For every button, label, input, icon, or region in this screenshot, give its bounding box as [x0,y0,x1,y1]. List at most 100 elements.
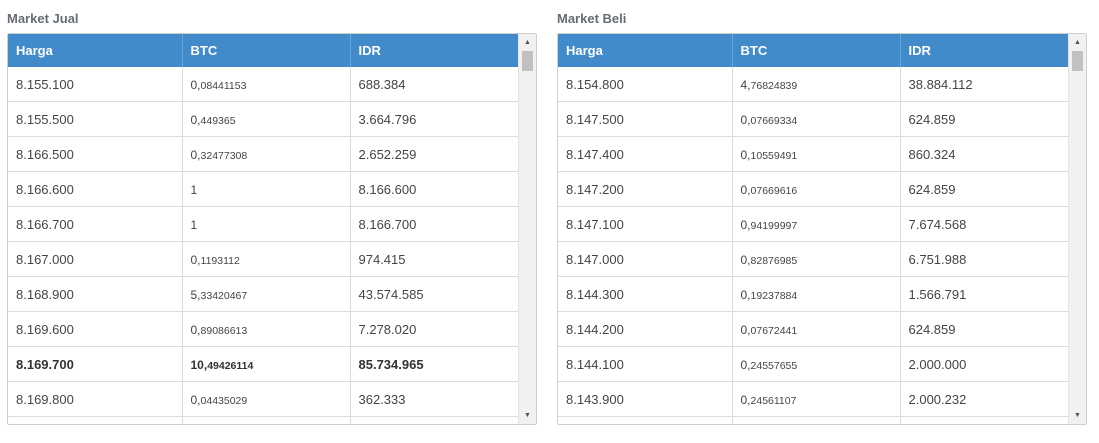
price-cell: 8.155.500 [8,101,183,137]
buy-market-table-container[interactable]: Harga BTC IDR 8.154.800 4,76824839 38.884.… [557,33,1087,425]
table-row[interactable]: 8.144.100 0,24557655 2.000.000 [558,346,1069,382]
buy-market-table: Harga BTC IDR 8.154.800 4,76824839 38.884.… [558,34,1069,424]
btc-amount-integer: 0, [740,392,751,407]
price-cell: 8.147.000 [558,241,733,277]
table-row[interactable]: 8.144.300 0,19237884 1.566.791 [558,276,1069,312]
column-header-price[interactable]: Harga [558,34,733,67]
buy-market-scrollbar[interactable]: ▲ ▼ [1068,34,1086,424]
scroll-up-arrow-icon[interactable]: ▲ [1074,39,1081,46]
price-cell: 8.143.900 [558,381,733,417]
table-header-row: Harga BTC IDR [558,34,1069,67]
price-cell: 8.144.200 [558,311,733,347]
table-row[interactable]: 8.166.600 1 8.166.600 [8,171,519,207]
table-row[interactable] [8,416,519,424]
idr-cell: 38.884.112 [900,67,1069,102]
table-row[interactable]: 8.155.100 0,08441153 688.384 [8,67,519,102]
table-row[interactable]: 8.147.500 0,07669334 624.859 [558,101,1069,137]
btc-amount-integer: 1 [190,217,198,232]
idr-cell: 8.166.600 [350,171,519,207]
btc-cell: 1 [182,171,351,207]
table-row[interactable]: 8.154.800 4,76824839 38.884.112 [558,67,1069,102]
table-row[interactable]: 8.169.600 0,89086613 7.278.020 [8,311,519,347]
idr-cell: 688.384 [350,67,519,102]
price-cell: 8.166.500 [8,136,183,172]
price-cell: 8.155.100 [8,67,183,102]
idr-cell: 85.734.965 [350,346,519,382]
btc-cell: 5,33420467 [182,276,351,312]
price-cell: 8.169.700 [8,346,183,382]
idr-cell [350,416,519,424]
table-row[interactable]: 8.147.200 0,07669616 624.859 [558,171,1069,207]
scroll-down-arrow-icon[interactable]: ▼ [1074,412,1081,419]
btc-amount-integer: 0, [740,357,751,372]
btc-amount-integer: 1 [190,182,198,197]
table-row[interactable]: 8.167.000 0,1193112 974.415 [8,241,519,277]
scroll-thumb[interactable] [1072,51,1083,71]
table-header-row: Harga BTC IDR [8,34,519,67]
column-header-idr[interactable]: IDR [350,34,519,67]
btc-cell: 0,10559491 [732,136,901,172]
btc-amount-integer: 0, [740,147,751,162]
btc-amount-integer: 0, [740,112,751,127]
table-row[interactable] [558,416,1069,424]
idr-cell: 2.000.232 [900,381,1069,417]
table-row[interactable]: 8.143.900 0,24561107 2.000.232 [558,381,1069,417]
btc-amount-integer: 10, [190,357,208,372]
price-cell: 8.144.100 [558,346,733,382]
sell-market-scrollbar[interactable]: ▲ ▼ [518,34,536,424]
btc-amount-decimals: 449365 [200,114,236,127]
btc-amount-integer: 0, [190,77,201,92]
btc-cell: 0,07672441 [732,311,901,347]
btc-amount-decimals: 10559491 [750,149,798,162]
btc-amount-decimals: 1193112 [200,254,240,267]
btc-amount-decimals: 04435029 [200,394,248,407]
table-row[interactable]: 8.147.100 0,94199997 7.674.568 [558,206,1069,242]
price-cell: 8.147.100 [558,206,733,242]
idr-cell: 6.751.988 [900,241,1069,277]
buy-market-title: Market Beli [557,11,627,26]
idr-cell: 43.574.585 [350,276,519,312]
btc-cell: 0,1193112 [182,241,351,277]
scroll-down-arrow-icon[interactable]: ▼ [524,412,531,419]
scroll-thumb[interactable] [522,51,533,71]
column-header-btc[interactable]: BTC [732,34,901,67]
sell-market-title: Market Jual [7,11,79,26]
btc-amount-integer: 0, [190,252,201,267]
table-row[interactable]: 8.166.700 1 8.166.700 [8,206,519,242]
price-cell [558,416,733,424]
table-row[interactable]: 8.166.500 0,32477308 2.652.259 [8,136,519,172]
idr-cell: 2.652.259 [350,136,519,172]
idr-cell: 8.166.700 [350,206,519,242]
btc-amount-integer: 0, [740,322,751,337]
table-row[interactable]: 8.147.400 0,10559491 860.324 [558,136,1069,172]
btc-amount-decimals: 49426114 [207,359,254,372]
btc-amount-decimals: 33420467 [200,289,248,302]
price-cell: 8.166.700 [8,206,183,242]
price-cell: 8.147.500 [558,101,733,137]
btc-amount-decimals: 89086613 [200,324,248,337]
table-row[interactable]: 8.169.800 0,04435029 362.333 [8,381,519,417]
price-cell: 8.167.000 [8,241,183,277]
column-header-btc[interactable]: BTC [182,34,351,67]
btc-amount-integer: 5, [190,287,201,302]
table-row[interactable]: 8.144.200 0,07672441 624.859 [558,311,1069,347]
scroll-up-arrow-icon[interactable]: ▲ [524,39,531,46]
btc-amount-decimals: 08441153 [200,79,247,92]
table-row[interactable]: 8.169.700 10,49426114 85.734.965 [8,346,519,382]
btc-amount-decimals: 07672441 [750,324,798,337]
price-cell [8,416,183,424]
table-row[interactable]: 8.147.000 0,82876985 6.751.988 [558,241,1069,277]
sell-market-table-container[interactable]: Harga BTC IDR 8.155.100 0,08441153 688.384… [7,33,537,425]
column-header-idr[interactable]: IDR [900,34,1069,67]
btc-amount-decimals: 94199997 [750,219,798,232]
sell-market-table: Harga BTC IDR 8.155.100 0,08441153 688.384… [8,34,519,424]
table-row[interactable]: 8.168.900 5,33420467 43.574.585 [8,276,519,312]
idr-cell: 3.664.796 [350,101,519,137]
btc-cell [732,416,901,424]
idr-cell: 624.859 [900,171,1069,207]
column-header-price[interactable]: Harga [8,34,183,67]
btc-cell: 0,08441153 [182,67,351,102]
idr-cell: 624.859 [900,101,1069,137]
idr-cell: 860.324 [900,136,1069,172]
table-row[interactable]: 8.155.500 0,449365 3.664.796 [8,101,519,137]
